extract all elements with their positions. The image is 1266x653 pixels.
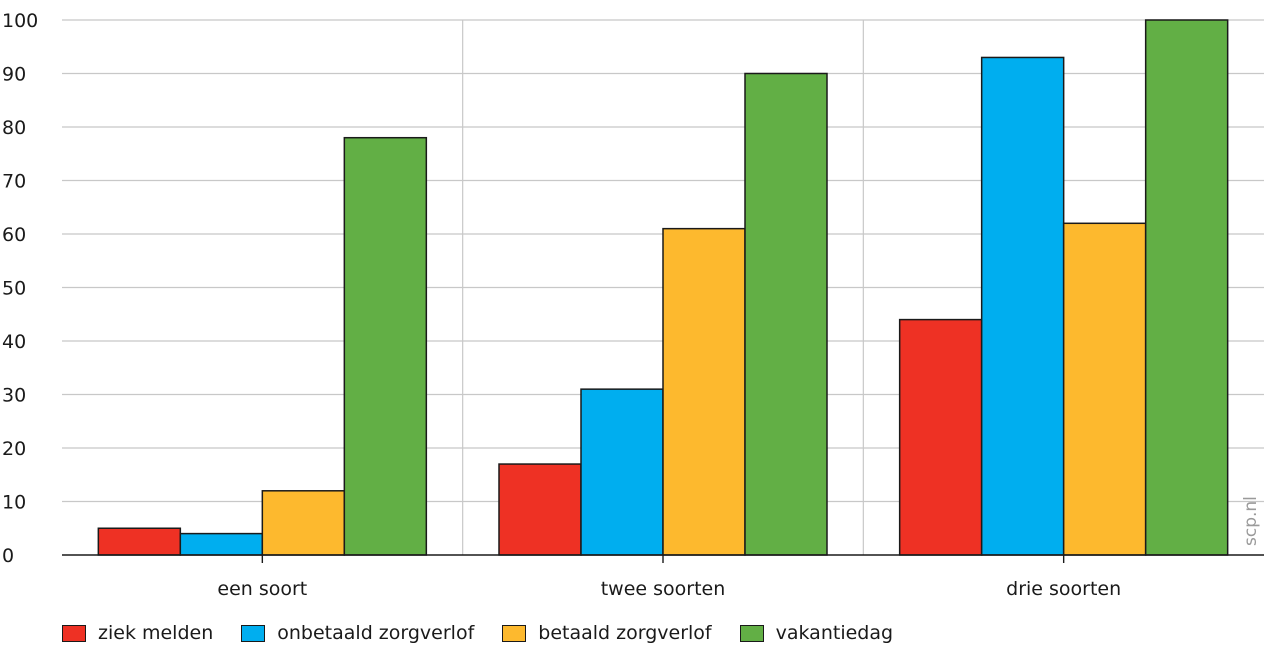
legend-label: vakantiedag <box>775 622 894 644</box>
y-tick-label: 20 <box>2 438 26 460</box>
bar-ziek-melden-1 <box>498 463 582 556</box>
legend-label: betaald zorgverlof <box>538 622 712 644</box>
y-tick-label: 30 <box>2 385 26 407</box>
y-tick-label: 80 <box>2 117 26 139</box>
y-tick-label: 70 <box>2 171 26 193</box>
legend-label: ziek melden <box>98 622 214 644</box>
y-tick-label: 90 <box>2 64 26 86</box>
category-labels: een soort twee soorten drie soorten <box>217 578 1121 600</box>
legend-swatch <box>241 624 266 642</box>
legend-swatch <box>502 624 527 642</box>
legend-item-ziek-melden: ziek melden <box>62 622 213 644</box>
bar-betaald-zorgverlof-2 <box>1062 222 1147 556</box>
y-tick-label: 0 <box>2 545 14 567</box>
y-axis-ticks: 0 10 20 30 40 50 60 70 80 90 100 <box>2 10 38 567</box>
legend-item-onbetaald-zorgverlof: onbetaald zorgverlof <box>241 622 474 644</box>
legend-swatch <box>739 624 764 642</box>
bar-betaald-zorgverlof-1 <box>662 227 746 556</box>
watermark: scp.nl <box>1241 496 1261 546</box>
bar-ziek-melden-0 <box>97 527 182 556</box>
y-tick-label: 50 <box>2 278 26 300</box>
legend-item-vakantiedag: vakantiedag <box>739 622 894 644</box>
category-label: twee soorten <box>601 578 726 600</box>
bar-chart: 0 10 20 30 40 50 60 70 80 90 100 een soort twee soo… <box>2 10 1264 600</box>
bar-betaald-zorgverlof-0 <box>261 490 346 556</box>
y-tick-label: 60 <box>2 224 26 246</box>
bar-ziek-melden-2 <box>898 318 983 556</box>
legend: ziek melden onbetaald zorgverlof betaald… <box>62 622 921 644</box>
bars <box>97 19 1229 556</box>
category-label: drie soorten <box>1006 578 1121 600</box>
legend-item-betaald-zorgverlof: betaald zorgverlof <box>502 622 712 644</box>
y-tick-label: 100 <box>2 10 38 32</box>
bar-onbetaald-zorgverlof-0 <box>179 532 264 556</box>
y-tick-label: 10 <box>2 492 26 514</box>
bar-onbetaald-zorgverlof-2 <box>980 56 1065 556</box>
bar-vakantiedag-0 <box>343 136 428 556</box>
legend-label: onbetaald zorgverlof <box>277 622 475 644</box>
legend-swatch <box>62 624 86 642</box>
category-label: een soort <box>217 578 307 600</box>
bar-onbetaald-zorgverlof-1 <box>580 388 664 556</box>
y-tick-label: 40 <box>2 331 26 353</box>
bar-vakantiedag-2 <box>1144 19 1229 556</box>
x-axis <box>62 554 1264 563</box>
bar-vakantiedag-1 <box>744 72 828 556</box>
